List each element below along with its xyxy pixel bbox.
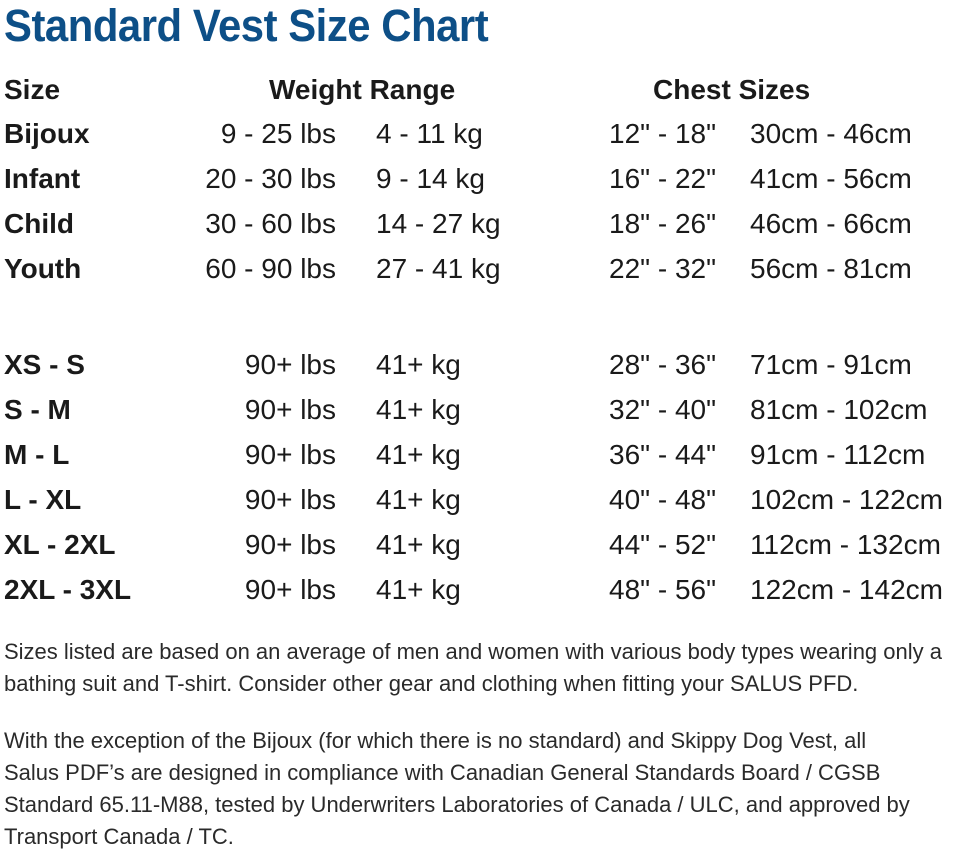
chest-cm-cell: 56cm - 81cm [750, 253, 912, 284]
size-cell: XS - S [4, 349, 85, 380]
weight-lbs-cell: 9 - 25 lbs [220, 118, 336, 149]
chest-cm-cell: 122cm - 142cm [750, 574, 943, 605]
chest-inches-cell: 44" - 52" [609, 529, 717, 560]
size-cell: Youth [4, 253, 82, 284]
table-row: XS - S 90+ lbs 41+ kg 28" - 36" 71cm - 9… [0, 345, 980, 385]
weight-kg-cell: 9 - 14 kg [376, 163, 485, 194]
table-row: Bijoux 9 - 25 lbs 4 - 11 kg 12" - 18" 30… [0, 114, 980, 154]
weight-kg-cell: 4 - 11 kg [376, 118, 483, 149]
chest-inches-cell: 12" - 18" [609, 118, 717, 149]
size-cell: S - M [4, 394, 71, 425]
weight-lbs-cell: 30 - 60 lbs [205, 208, 336, 239]
weight-lbs-cell: 60 - 90 lbs [205, 253, 336, 284]
chest-inches-cell: 28" - 36" [609, 349, 717, 380]
size-cell: Infant [4, 163, 81, 194]
fit-note-line: bathing suit and T-shirt. Consider other… [4, 671, 859, 696]
compliance-note-line: With the exception of the Bijoux (for wh… [4, 728, 867, 753]
chest-inches-cell: 16" - 22" [609, 163, 717, 194]
weight-lbs-cell: 90+ lbs [244, 529, 336, 560]
chest-inches-cell: 48" - 56" [609, 574, 717, 605]
chest-cm-cell: 30cm - 46cm [750, 118, 912, 149]
chest-inches-cell: 40" - 48" [609, 484, 717, 515]
compliance-note-line: Salus PDF’s are designed in compliance w… [4, 760, 881, 785]
chest-cm-cell: 71cm - 91cm [750, 349, 912, 380]
table-row: Youth 60 - 90 lbs 27 - 41 kg 22" - 32" 5… [0, 249, 980, 289]
table-row: M - L 90+ lbs 41+ kg 36" - 44" 91cm - 11… [0, 435, 980, 475]
weight-kg-cell: 41+ kg [376, 484, 461, 515]
chest-inches-cell: 22" - 32" [609, 253, 717, 284]
chest-cm-cell: 46cm - 66cm [750, 208, 912, 239]
size-cell: XL - 2XL [4, 529, 116, 560]
table-row: Infant 20 - 30 lbs 9 - 14 kg 16" - 22" 4… [0, 159, 980, 199]
weight-lbs-cell: 90+ lbs [244, 394, 336, 425]
chest-inches-cell: 18" - 26" [609, 208, 717, 239]
chest-cm-cell: 91cm - 112cm [750, 439, 926, 470]
table-row: Child 30 - 60 lbs 14 - 27 kg 18" - 26" 4… [0, 204, 980, 244]
weight-kg-cell: 41+ kg [376, 439, 461, 470]
weight-kg-cell: 41+ kg [376, 529, 461, 560]
compliance-note-line: Standard 65.11-M88, tested by Underwrite… [4, 792, 910, 817]
table-row: 2XL - 3XL 90+ lbs 41+ kg 48" - 56" 122cm… [0, 570, 980, 610]
table-row: L - XL 90+ lbs 41+ kg 40" - 48" 102cm - … [0, 480, 980, 520]
compliance-note-line: Transport Canada / TC. [4, 824, 234, 849]
chest-cm-cell: 102cm - 122cm [750, 484, 943, 515]
weight-lbs-cell: 90+ lbs [244, 439, 336, 470]
fit-note-line: Sizes listed are based on an average of … [4, 639, 942, 664]
page-title: Standard Vest Size Chart [4, 0, 489, 51]
weight-kg-cell: 41+ kg [376, 349, 461, 380]
size-cell: 2XL - 3XL [4, 574, 132, 605]
size-cell: M - L [4, 439, 70, 470]
weight-lbs-cell: 20 - 30 lbs [205, 163, 336, 194]
chest-cm-cell: 41cm - 56cm [750, 163, 912, 194]
size-cell: Child [4, 208, 74, 239]
header-size: Size [4, 74, 61, 105]
table-row: XL - 2XL 90+ lbs 41+ kg 44" - 52" 112cm … [0, 525, 980, 565]
chest-cm-cell: 81cm - 102cm [750, 394, 928, 425]
table-row: S - M 90+ lbs 41+ kg 32" - 40" 81cm - 10… [0, 390, 980, 430]
weight-kg-cell: 41+ kg [376, 574, 461, 605]
header-weight-range: Weight Range [269, 74, 456, 105]
size-cell: Bijoux [4, 118, 90, 149]
weight-lbs-cell: 90+ lbs [244, 349, 336, 380]
weight-kg-cell: 41+ kg [376, 394, 461, 425]
compliance-note: With the exception of the Bijoux (for wh… [4, 725, 980, 853]
fit-note: Sizes listed are based on an average of … [4, 636, 980, 700]
weight-kg-cell: 14 - 27 kg [376, 208, 501, 239]
chest-inches-cell: 32" - 40" [609, 394, 717, 425]
weight-lbs-cell: 90+ lbs [244, 484, 336, 515]
chest-inches-cell: 36" - 44" [609, 439, 717, 470]
chest-cm-cell: 112cm - 132cm [750, 529, 941, 560]
size-cell: L - XL [4, 484, 82, 515]
header-chest-sizes: Chest Sizes [653, 74, 811, 105]
weight-lbs-cell: 90+ lbs [244, 574, 336, 605]
weight-kg-cell: 27 - 41 kg [376, 253, 501, 284]
